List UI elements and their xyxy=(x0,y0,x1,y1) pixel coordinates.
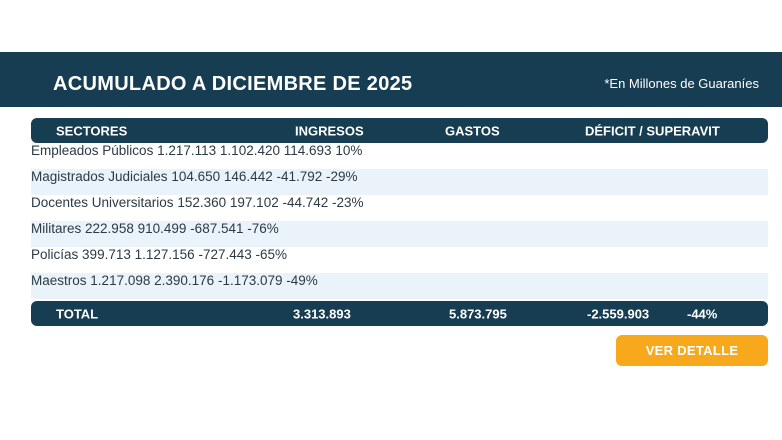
cell-deficit: 114.693 xyxy=(283,143,332,158)
sectors-table: SECTORES INGRESOS GASTOS DÉFICIT / SUPER… xyxy=(31,118,768,326)
cell-sector: Policías xyxy=(31,247,79,262)
table-header: SECTORES INGRESOS GASTOS DÉFICIT / SUPER… xyxy=(31,118,768,143)
header-ingresos: INGRESOS xyxy=(295,123,364,138)
page-title: ACUMULADO A DICIEMBRE DE 2025 xyxy=(53,73,413,95)
cell-sector: Magistrados Judiciales xyxy=(31,169,168,184)
header-banner: ACUMULADO A DICIEMBRE DE 2025 *En Millon… xyxy=(0,52,782,107)
currency-note: *En Millones de Guaraníes xyxy=(604,76,759,91)
cell-ingresos: 1.217.113 xyxy=(157,143,217,158)
table-row: Maestros 1.217.098 2.390.176 -1.173.079 … xyxy=(31,273,768,299)
cell-pct: -65% xyxy=(255,247,288,262)
total-pct: -44% xyxy=(687,306,718,321)
cell-deficit: -44.742 xyxy=(282,195,329,210)
header-gastos: GASTOS xyxy=(445,123,500,138)
cell-gastos: 1.127.156 xyxy=(134,247,195,262)
cell-pct: -76% xyxy=(247,221,279,236)
cell-gastos: 1.102.420 xyxy=(219,143,280,158)
header-sectores: SECTORES xyxy=(56,123,128,138)
cell-deficit: -1.173.079 xyxy=(217,273,283,288)
cell-pct: -29% xyxy=(326,169,358,184)
cell-ingresos: 152.360 xyxy=(177,195,227,210)
cell-gastos: 146.442 xyxy=(223,169,273,184)
total-deficit: -2.559.903 xyxy=(587,306,650,321)
table-total-row: TOTAL 3.313.893 5.873.795 -2.559.903 -44… xyxy=(31,301,768,326)
cell-gastos: 910.499 xyxy=(137,221,187,236)
cell-gastos: 2.390.176 xyxy=(154,273,215,288)
table-row: Magistrados Judiciales 104.650 146.442 -… xyxy=(31,169,768,195)
total-label: TOTAL xyxy=(56,306,99,321)
cell-deficit: -727.443 xyxy=(198,247,252,262)
table-row: Empleados Públicos 1.217.113 1.102.420 1… xyxy=(31,143,768,169)
cell-ingresos: 222.958 xyxy=(85,221,134,236)
cell-deficit: -687.541 xyxy=(190,221,244,236)
table-row: Militares 222.958 910.499 -687.541 -76% xyxy=(31,221,768,247)
table-row: Policías 399.713 1.127.156 -727.443 -65% xyxy=(31,247,768,273)
header-deficit: DÉFICIT / SUPERAVIT xyxy=(585,123,720,138)
cell-ingresos: 104.650 xyxy=(171,169,221,184)
cell-deficit: -41.792 xyxy=(276,169,323,184)
cell-sector: Docentes Universitarios xyxy=(31,195,174,210)
cell-pct: -23% xyxy=(332,195,364,210)
table-row: Docentes Universitarios 152.360 197.102 … xyxy=(31,195,768,221)
cell-sector: Maestros xyxy=(31,273,87,288)
ver-detalle-button[interactable]: VER DETALLE xyxy=(616,335,768,366)
cell-ingresos: 399.713 xyxy=(82,247,131,262)
cell-sector: Empleados Públicos xyxy=(31,143,154,158)
cell-sector: Militares xyxy=(31,221,82,236)
total-ingresos: 3.313.893 xyxy=(293,306,351,321)
cell-pct: -49% xyxy=(286,273,318,288)
cell-ingresos: 1.217.098 xyxy=(90,273,151,288)
cell-pct: 10% xyxy=(335,143,363,158)
total-gastos: 5.873.795 xyxy=(449,306,507,321)
cell-gastos: 197.102 xyxy=(229,195,279,210)
